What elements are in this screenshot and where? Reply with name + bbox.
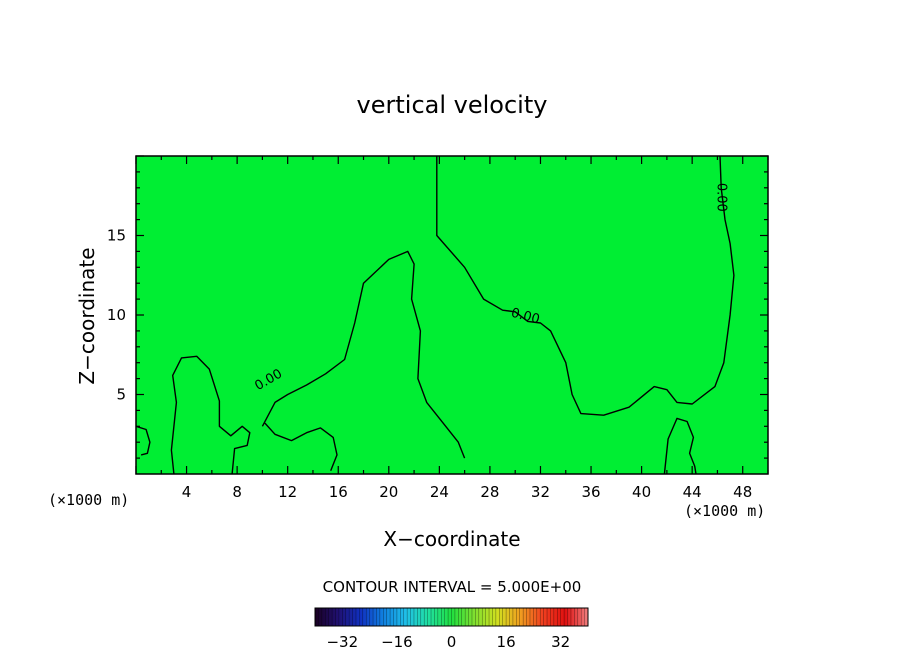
x-unit-left: (×1000 m) <box>48 491 129 509</box>
colorbar-tick-label: −32 <box>326 633 358 651</box>
y-tick-label: 10 <box>107 306 126 324</box>
velocity-field <box>136 156 768 474</box>
x-tick-label: 36 <box>581 483 600 501</box>
contour-line-1 <box>261 250 466 459</box>
x-tick-label: 40 <box>632 483 651 501</box>
x-tick-label: 8 <box>232 483 242 501</box>
x-tick-label: 16 <box>329 483 348 501</box>
y-tick-label: 15 <box>107 227 126 245</box>
contour-line-5 <box>663 417 697 475</box>
contour-line-0 <box>436 155 735 416</box>
y-axis-label: Z−coordinate <box>75 247 99 384</box>
colorbar-tick-label: −16 <box>381 633 413 651</box>
y-tick-label: 5 <box>116 386 126 404</box>
contour-line-2 <box>170 355 251 475</box>
contour-label-1: 0.00 <box>509 306 541 328</box>
x-tick-label: 48 <box>733 483 752 501</box>
x-unit-right: (×1000 m) <box>684 502 765 520</box>
contour-interval-label: CONTOUR INTERVAL = 5.000E+00 <box>323 578 582 596</box>
x-tick-label: 28 <box>480 483 499 501</box>
colorbar-tick-label: 32 <box>551 633 570 651</box>
chart-title: vertical velocity <box>357 91 548 119</box>
colorbar-tick-label: 16 <box>497 633 516 651</box>
contour-label-2: 0.00 <box>714 183 729 212</box>
x-tick-label: 12 <box>278 483 297 501</box>
x-tick-label: 32 <box>531 483 550 501</box>
x-axis-label: X−coordinate <box>383 527 520 551</box>
x-tick-label: 20 <box>379 483 398 501</box>
colorbar: −32 −16 0 16 32 <box>314 607 589 651</box>
contour-line-3 <box>264 422 338 472</box>
x-tick-label: 4 <box>182 483 192 501</box>
contour-line-4 <box>135 425 151 456</box>
x-tick-label: 44 <box>683 483 702 501</box>
colorbar-tick-label: 0 <box>447 633 457 651</box>
x-tick-label: 24 <box>430 483 449 501</box>
